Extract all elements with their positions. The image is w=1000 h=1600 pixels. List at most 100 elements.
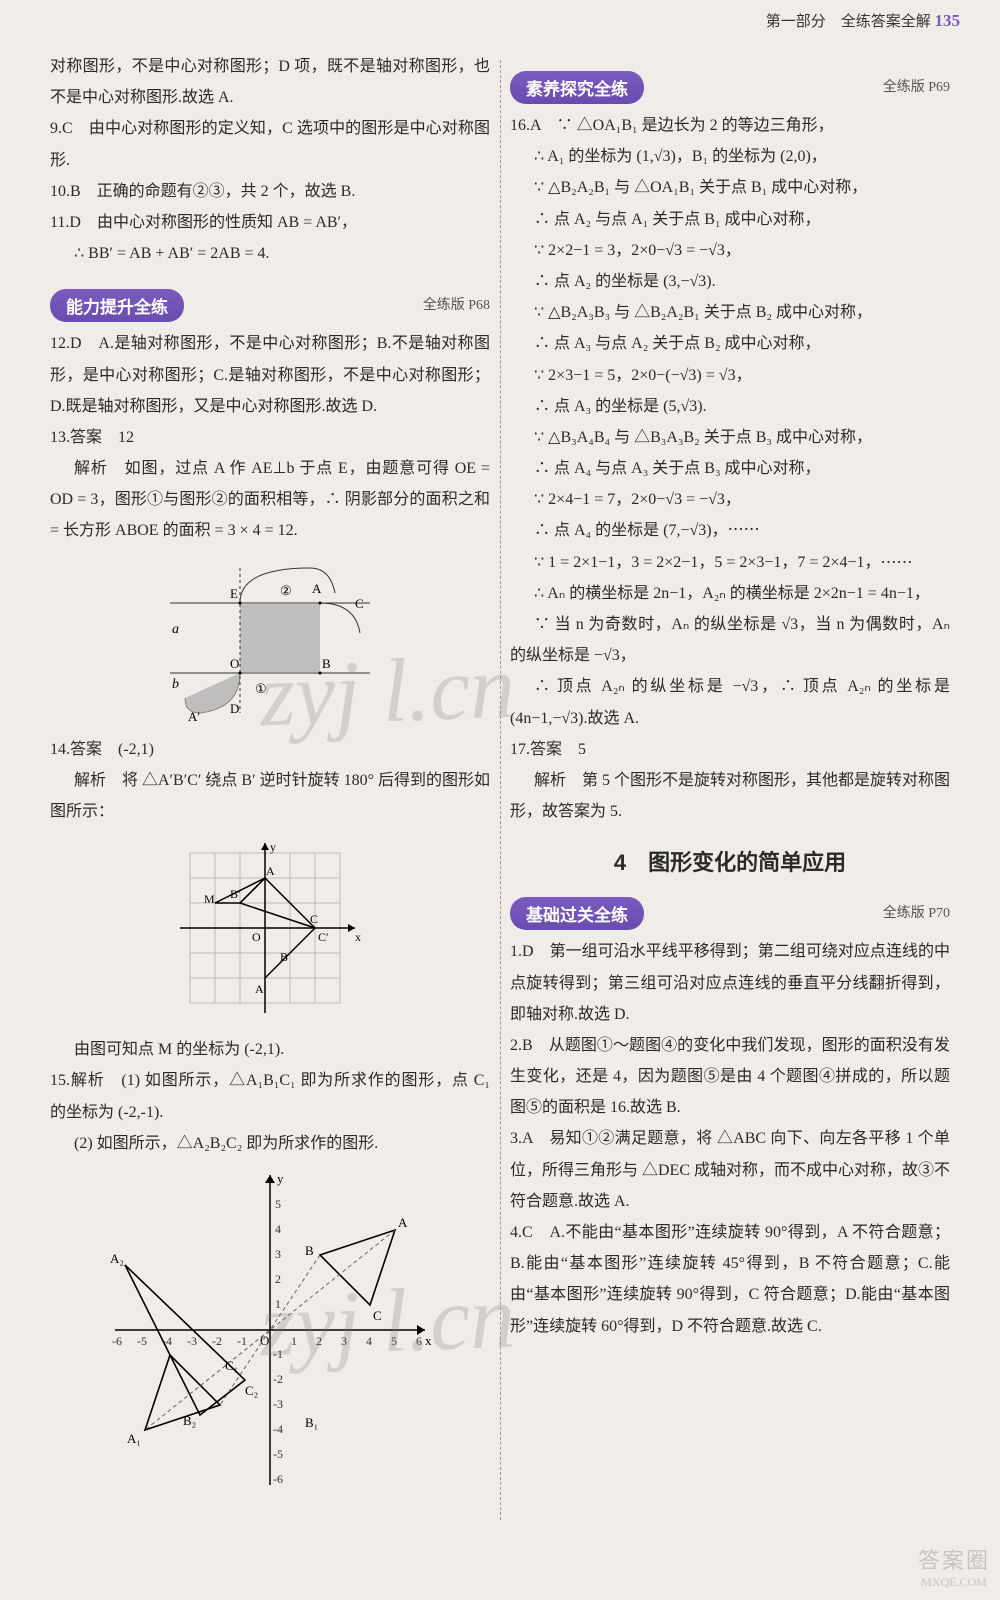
q16-line: ∴ 点 A₂ 的坐标是 (3,−√3). <box>510 266 950 297</box>
svg-text:-1: -1 <box>237 1334 247 1348</box>
q9: 9.C 由中心对称图形的定义知，C 选项中的图形是中心对称图形. <box>50 113 490 175</box>
b1: 1.D 第一组可沿水平线平移得到；第二组可绕对应点连线的中点旋转得到；第三组可沿… <box>510 936 950 1030</box>
svg-text:-3: -3 <box>187 1334 197 1348</box>
svg-text:y: y <box>277 1171 284 1186</box>
pill-row: 素养探究全练 全练版 P69 <box>510 61 950 110</box>
q12: 12.D A.是轴对称图形，不是中心对称图形；B.不是轴对称图形，是中心对称图形… <box>50 328 490 422</box>
text: 对称图形，不是中心对称图形；D 项，既不是轴对称图形，也不是中心对称图形.故选 … <box>50 51 490 113</box>
q13b: 解析 如图，过点 A 作 AE⊥b 于点 E，由题意可得 OE = OD = 3… <box>50 453 490 547</box>
svg-text:C₂: C₂ <box>245 1383 258 1398</box>
page-header: 第一部分 全练答案全解 135 <box>0 0 1000 31</box>
pill-row: 能力提升全练 全练版 P68 <box>50 279 490 328</box>
page-ref: 全练版 P70 <box>883 902 950 922</box>
svg-text:C: C <box>310 912 318 926</box>
svg-text:b: b <box>172 677 179 692</box>
q16-line: ∴ A₁ 的坐标为 (1,√3)，B₁ 的坐标为 (2,0)， <box>510 141 950 172</box>
q16-line: ∵ 2×2−1 = 3，2×0−√3 = −√3， <box>510 235 950 266</box>
q16-line: ∵ 当 n 为奇数时，Aₙ 的纵坐标是 √3，当 n 为偶数时，Aₙ 的纵坐标是… <box>510 609 950 671</box>
svg-text:B₁: B₁ <box>305 1415 318 1430</box>
svg-text:B: B <box>322 656 331 671</box>
svg-text:x: x <box>355 930 361 944</box>
svg-text:2: 2 <box>275 1272 281 1286</box>
svg-text:1: 1 <box>275 1297 281 1311</box>
svg-text:A₂: A₂ <box>110 1251 124 1266</box>
svg-text:x: x <box>425 1333 432 1348</box>
q16-line: ∵ 1 = 2×1−1，3 = 2×2−1，5 = 2×3−1，7 = 2×4−… <box>510 547 950 578</box>
svg-text:-4: -4 <box>273 1422 283 1436</box>
q16-line: ∵ 2×3−1 = 5，2×0−(−√3) = √3， <box>510 360 950 391</box>
q11b: ∴ BB′ = AB + AB′ = 2AB = 4. <box>50 238 490 269</box>
svg-text:6: 6 <box>416 1334 422 1348</box>
svg-text:B₂: B₂ <box>183 1413 196 1428</box>
q11a: 11.D 由中心对称图形的性质知 AB = AB′， <box>50 207 490 238</box>
q15b: (2) 如图所示，△A₂B₂C₂ 即为所求作的图形. <box>50 1128 490 1159</box>
page-number: 135 <box>935 11 961 30</box>
svg-text:B: B <box>305 1243 314 1258</box>
right-column: 素养探究全练 全练版 P69 16.A ∵ △OA₁B₁ 是边长为 2 的等边三… <box>510 51 950 1506</box>
q16-line: ∴ Aₙ 的横坐标是 2n−1，A₂ₙ 的横坐标是 2×2n−1 = 4n−1， <box>510 578 950 609</box>
svg-text:O: O <box>252 930 261 944</box>
q16-line: 16.A ∵ △OA₁B₁ 是边长为 2 的等边三角形， <box>510 110 950 141</box>
q16-line: ∴ 点 A₄ 与点 A₃ 关于点 B₃ 成中心对称， <box>510 453 950 484</box>
page-ref: 全练版 P69 <box>883 76 950 96</box>
svg-text:-1: -1 <box>273 1347 283 1361</box>
svg-text:5: 5 <box>391 1334 397 1348</box>
figure-13: a b E A C ② O B ① D A′ <box>50 553 490 728</box>
svg-text:a: a <box>172 622 179 637</box>
section-pill: 能力提升全练 <box>50 289 184 322</box>
pill-row: 基础过关全练 全练版 P70 <box>510 887 950 936</box>
column-divider <box>500 60 501 1520</box>
figure-14: y x A M B′ C O B C′ A′ <box>50 833 490 1028</box>
svg-text:-2: -2 <box>212 1334 222 1348</box>
section-title: 4 图形变化的简单应用 <box>510 845 950 877</box>
q14b: 解析 将 △A′B′C′ 绕点 B′ 逆时针旋转 180° 后得到的图形如图所示… <box>50 765 490 827</box>
figure-15: y x O 123 456 -1-2-3 -4-5-6 123 45 -1-2-… <box>50 1165 490 1500</box>
svg-text:①: ① <box>255 681 267 696</box>
svg-text:y: y <box>270 840 276 854</box>
svg-text:E: E <box>230 586 238 601</box>
svg-text:A₁: A₁ <box>127 1431 141 1446</box>
svg-text:O: O <box>230 656 239 671</box>
svg-text:2: 2 <box>316 1334 322 1348</box>
q17a: 17.答案 5 <box>510 734 950 765</box>
svg-text:C: C <box>373 1308 382 1323</box>
q16-line: ∵ △B₃A₄B₄ 与 △B₃A₃B₂ 关于点 B₃ 成中心对称， <box>510 422 950 453</box>
q16-line: ∴ 顶点 A₂ₙ 的纵坐标是 −√3，∴ 顶点 A₂ₙ 的坐标是 (4n−1,−… <box>510 671 950 733</box>
svg-text:3: 3 <box>275 1247 281 1261</box>
svg-text:-3: -3 <box>273 1397 283 1411</box>
b2: 2.B 从题图①～题图④的变化中我们发现，图形的面积没有发生变化，还是 4，因为… <box>510 1030 950 1124</box>
q16-line: ∵ △B₂A₂B₁ 与 △OA₁B₁ 关于点 B₁ 成中心对称， <box>510 172 950 203</box>
q15a: 15.解析 (1) 如图所示，△A₁B₁C₁ 即为所求作的图形，点 C₁ 的坐标… <box>50 1065 490 1127</box>
q14c: 由图可知点 M 的坐标为 (-2,1). <box>50 1034 490 1065</box>
b4: 4.C A.不能由“基本图形”连续旋转 90°得到，A 不符合题意；B.能由“基… <box>510 1217 950 1342</box>
left-column: 对称图形，不是中心对称图形；D 项，既不是轴对称图形，也不是中心对称图形.故选 … <box>50 51 490 1506</box>
svg-text:A: A <box>312 581 322 596</box>
q13a: 13.答案 12 <box>50 422 490 453</box>
svg-text:1: 1 <box>291 1334 297 1348</box>
svg-text:B′: B′ <box>230 887 241 901</box>
svg-text:-6: -6 <box>112 1334 122 1348</box>
svg-text:-6: -6 <box>273 1472 283 1486</box>
svg-text:②: ② <box>280 583 292 598</box>
q14a: 14.答案 (-2,1) <box>50 734 490 765</box>
page-ref: 全练版 P68 <box>423 294 490 314</box>
svg-text:-5: -5 <box>137 1334 147 1348</box>
q16-line: ∴ 点 A₃ 与点 A₂ 关于点 B₂ 成中心对称， <box>510 328 950 359</box>
svg-text:A′: A′ <box>188 709 200 723</box>
svg-text:C′: C′ <box>318 930 329 944</box>
svg-text:A′: A′ <box>255 982 267 996</box>
svg-text:B: B <box>280 950 288 964</box>
footer-logo: 答案圈 MXQE.COM <box>918 1543 990 1590</box>
svg-text:A: A <box>398 1215 408 1230</box>
q16-line: ∴ 点 A₃ 的坐标是 (5,√3). <box>510 391 950 422</box>
section-pill: 基础过关全练 <box>510 897 644 930</box>
q16-line: ∴ 点 A₂ 与点 A₁ 关于点 B₁ 成中心对称， <box>510 204 950 235</box>
q17b: 解析 第 5 个图形不是旋转对称图形，其他都是旋转对称图形，故答案为 5. <box>510 765 950 827</box>
q16-line: ∵ 2×4−1 = 7，2×0−√3 = −√3， <box>510 484 950 515</box>
section-pill: 素养探究全练 <box>510 71 644 104</box>
svg-text:5: 5 <box>275 1197 281 1211</box>
svg-text:3: 3 <box>341 1334 347 1348</box>
svg-text:-2: -2 <box>273 1372 283 1386</box>
part-label: 第一部分 全练答案全解 <box>766 14 931 30</box>
q10: 10.B 正确的命题有②③，共 2 个，故选 B. <box>50 176 490 207</box>
